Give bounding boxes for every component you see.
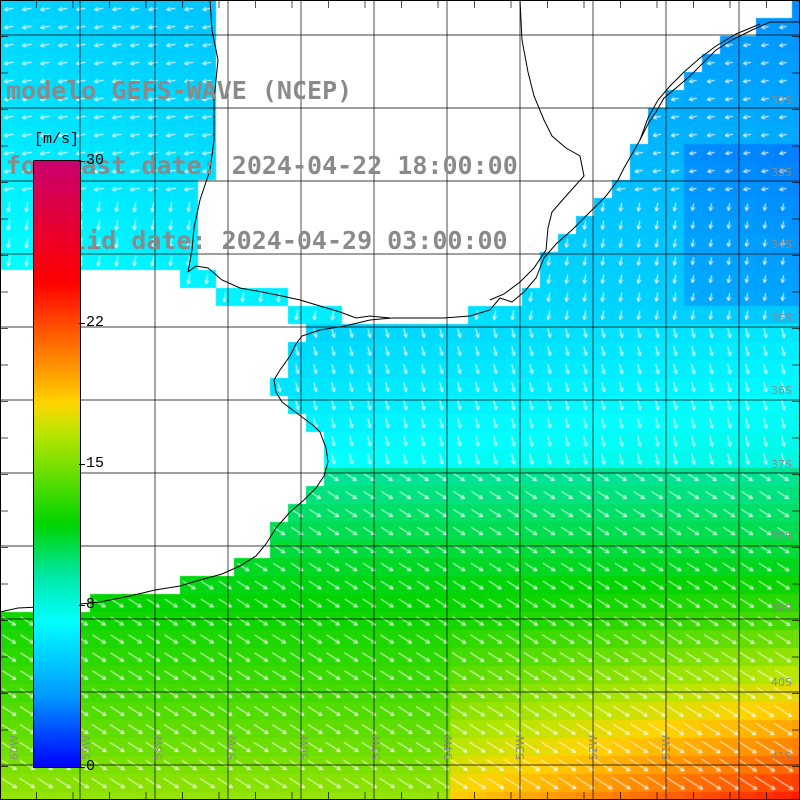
latitude-label: 39S — [771, 602, 792, 615]
lagoon-line — [639, 23, 761, 141]
longitude-label: 58W — [152, 735, 165, 760]
colorbar-tick-label: 15 — [86, 455, 105, 472]
colorbar-tick-label: 30 — [86, 152, 105, 169]
latitude-label: 32S — [771, 94, 792, 107]
colorbar-tick-mark — [79, 605, 85, 607]
longitude-label: 52W — [587, 735, 600, 760]
colorbar-tick-mark — [79, 161, 85, 162]
coastline-south — [0, 21, 800, 613]
latitude-label: 37S — [771, 458, 792, 471]
coastline-river — [187, 265, 391, 319]
latitude-label: 36S — [771, 384, 792, 397]
colorbar-tick-mark — [79, 464, 85, 465]
model-title: modelo GEFS-WAVE (NCEP) — [6, 76, 353, 105]
longitude-label: 59W — [80, 735, 93, 760]
colorbar-unit: [m/s] — [34, 131, 80, 148]
colorbar-tick-label: 8 — [86, 596, 96, 614]
longitude-label: 55W — [370, 735, 383, 760]
colorbar — [33, 160, 81, 768]
longitude-label: 57W — [226, 735, 239, 760]
colorbar-tick-label: 0 — [86, 758, 96, 775]
border-line — [187, 0, 219, 273]
longitude-label: 60W — [8, 735, 21, 760]
longitude-label: 54W — [442, 735, 455, 760]
coastline — [0, 0, 800, 613]
forecast-date: forecast date: 2024-04-22 18:00:00 — [6, 151, 518, 180]
latitude-label: 38S — [771, 530, 792, 543]
colorbar-tick-mark — [79, 322, 85, 324]
latitude-label: 40S — [771, 676, 792, 689]
longitude-label: 51W — [660, 735, 673, 760]
valid-date: valid date: 2024-04-29 03:00:00 — [41, 226, 508, 255]
longitude-label: 56W — [298, 735, 311, 760]
latitude-label: 35S — [771, 312, 792, 325]
latitude-label: 41S — [771, 750, 792, 763]
colorbar-tick-label: 22 — [86, 313, 105, 331]
title-block: modelo GEFS-WAVE (NCEP) forecast date: 2… — [6, 28, 518, 303]
border-line-east — [489, 0, 585, 301]
latitude-label: 34S — [771, 238, 792, 251]
latitude-label: 33S — [771, 166, 792, 179]
axis-labels: 60W 59W 58W 57W 56W 55W 54W 53W 52W 51W 32S 33S 34S 3… — [8, 94, 792, 763]
colorbar-tick-mark — [79, 767, 85, 768]
longitude-label: 53W — [514, 735, 527, 760]
